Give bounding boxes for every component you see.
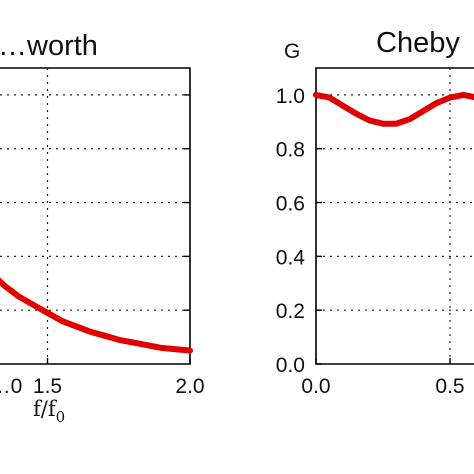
right-grid — [316, 68, 474, 364]
left-plot-frame — [0, 67, 191, 365]
left-grid — [0, 68, 190, 364]
chebyshev-panel: Cheby G 0.0 0.2 0.4 0.6 0.8 1.0 0.0 0.5 — [276, 27, 474, 398]
butterworth-x-axis-label: f/f0 — [33, 397, 65, 426]
right-y-tick-label: 0.4 — [276, 246, 306, 269]
chebyshev-y-axis-label: G — [284, 40, 300, 63]
left-x-tick-label: 2.0 — [175, 375, 204, 398]
right-y-tick-label: 1.0 — [276, 85, 305, 108]
right-x-tick-label: 0.0 — [301, 375, 330, 398]
x-axis-label-subscript: 0 — [56, 408, 66, 426]
left-ticks — [46, 94, 191, 364]
left-x-tick-labels: …0 1.5 2.0 — [0, 375, 205, 398]
chebyshev-title: Cheby — [376, 27, 460, 59]
right-x-tick-label: 0.5 — [435, 375, 464, 398]
butterworth-gain-curve — [0, 277, 193, 354]
right-y-tick-labels: 0.0 0.2 0.4 0.6 0.8 1.0 — [276, 85, 306, 377]
right-y-tick-label: 0.8 — [276, 139, 305, 162]
butterworth-title: …worth — [0, 30, 98, 62]
right-y-tick-label: 0.6 — [276, 193, 305, 216]
right-y-tick-label: 0.2 — [276, 300, 305, 323]
left-x-tick-label: 1.5 — [33, 375, 62, 398]
butterworth-panel: …worth …0 1.5 2.0 f/f0 — [0, 30, 205, 426]
left-x-tick-label: …0 — [0, 375, 22, 398]
right-ticks — [315, 94, 451, 365]
right-y-tick-label: 0.0 — [276, 354, 305, 377]
chebyshev-gain-curve — [313, 91, 474, 127]
x-axis-label-main: f/f — [33, 397, 58, 421]
right-x-tick-labels: 0.0 0.5 — [301, 375, 464, 398]
right-plot-frame — [315, 67, 474, 365]
